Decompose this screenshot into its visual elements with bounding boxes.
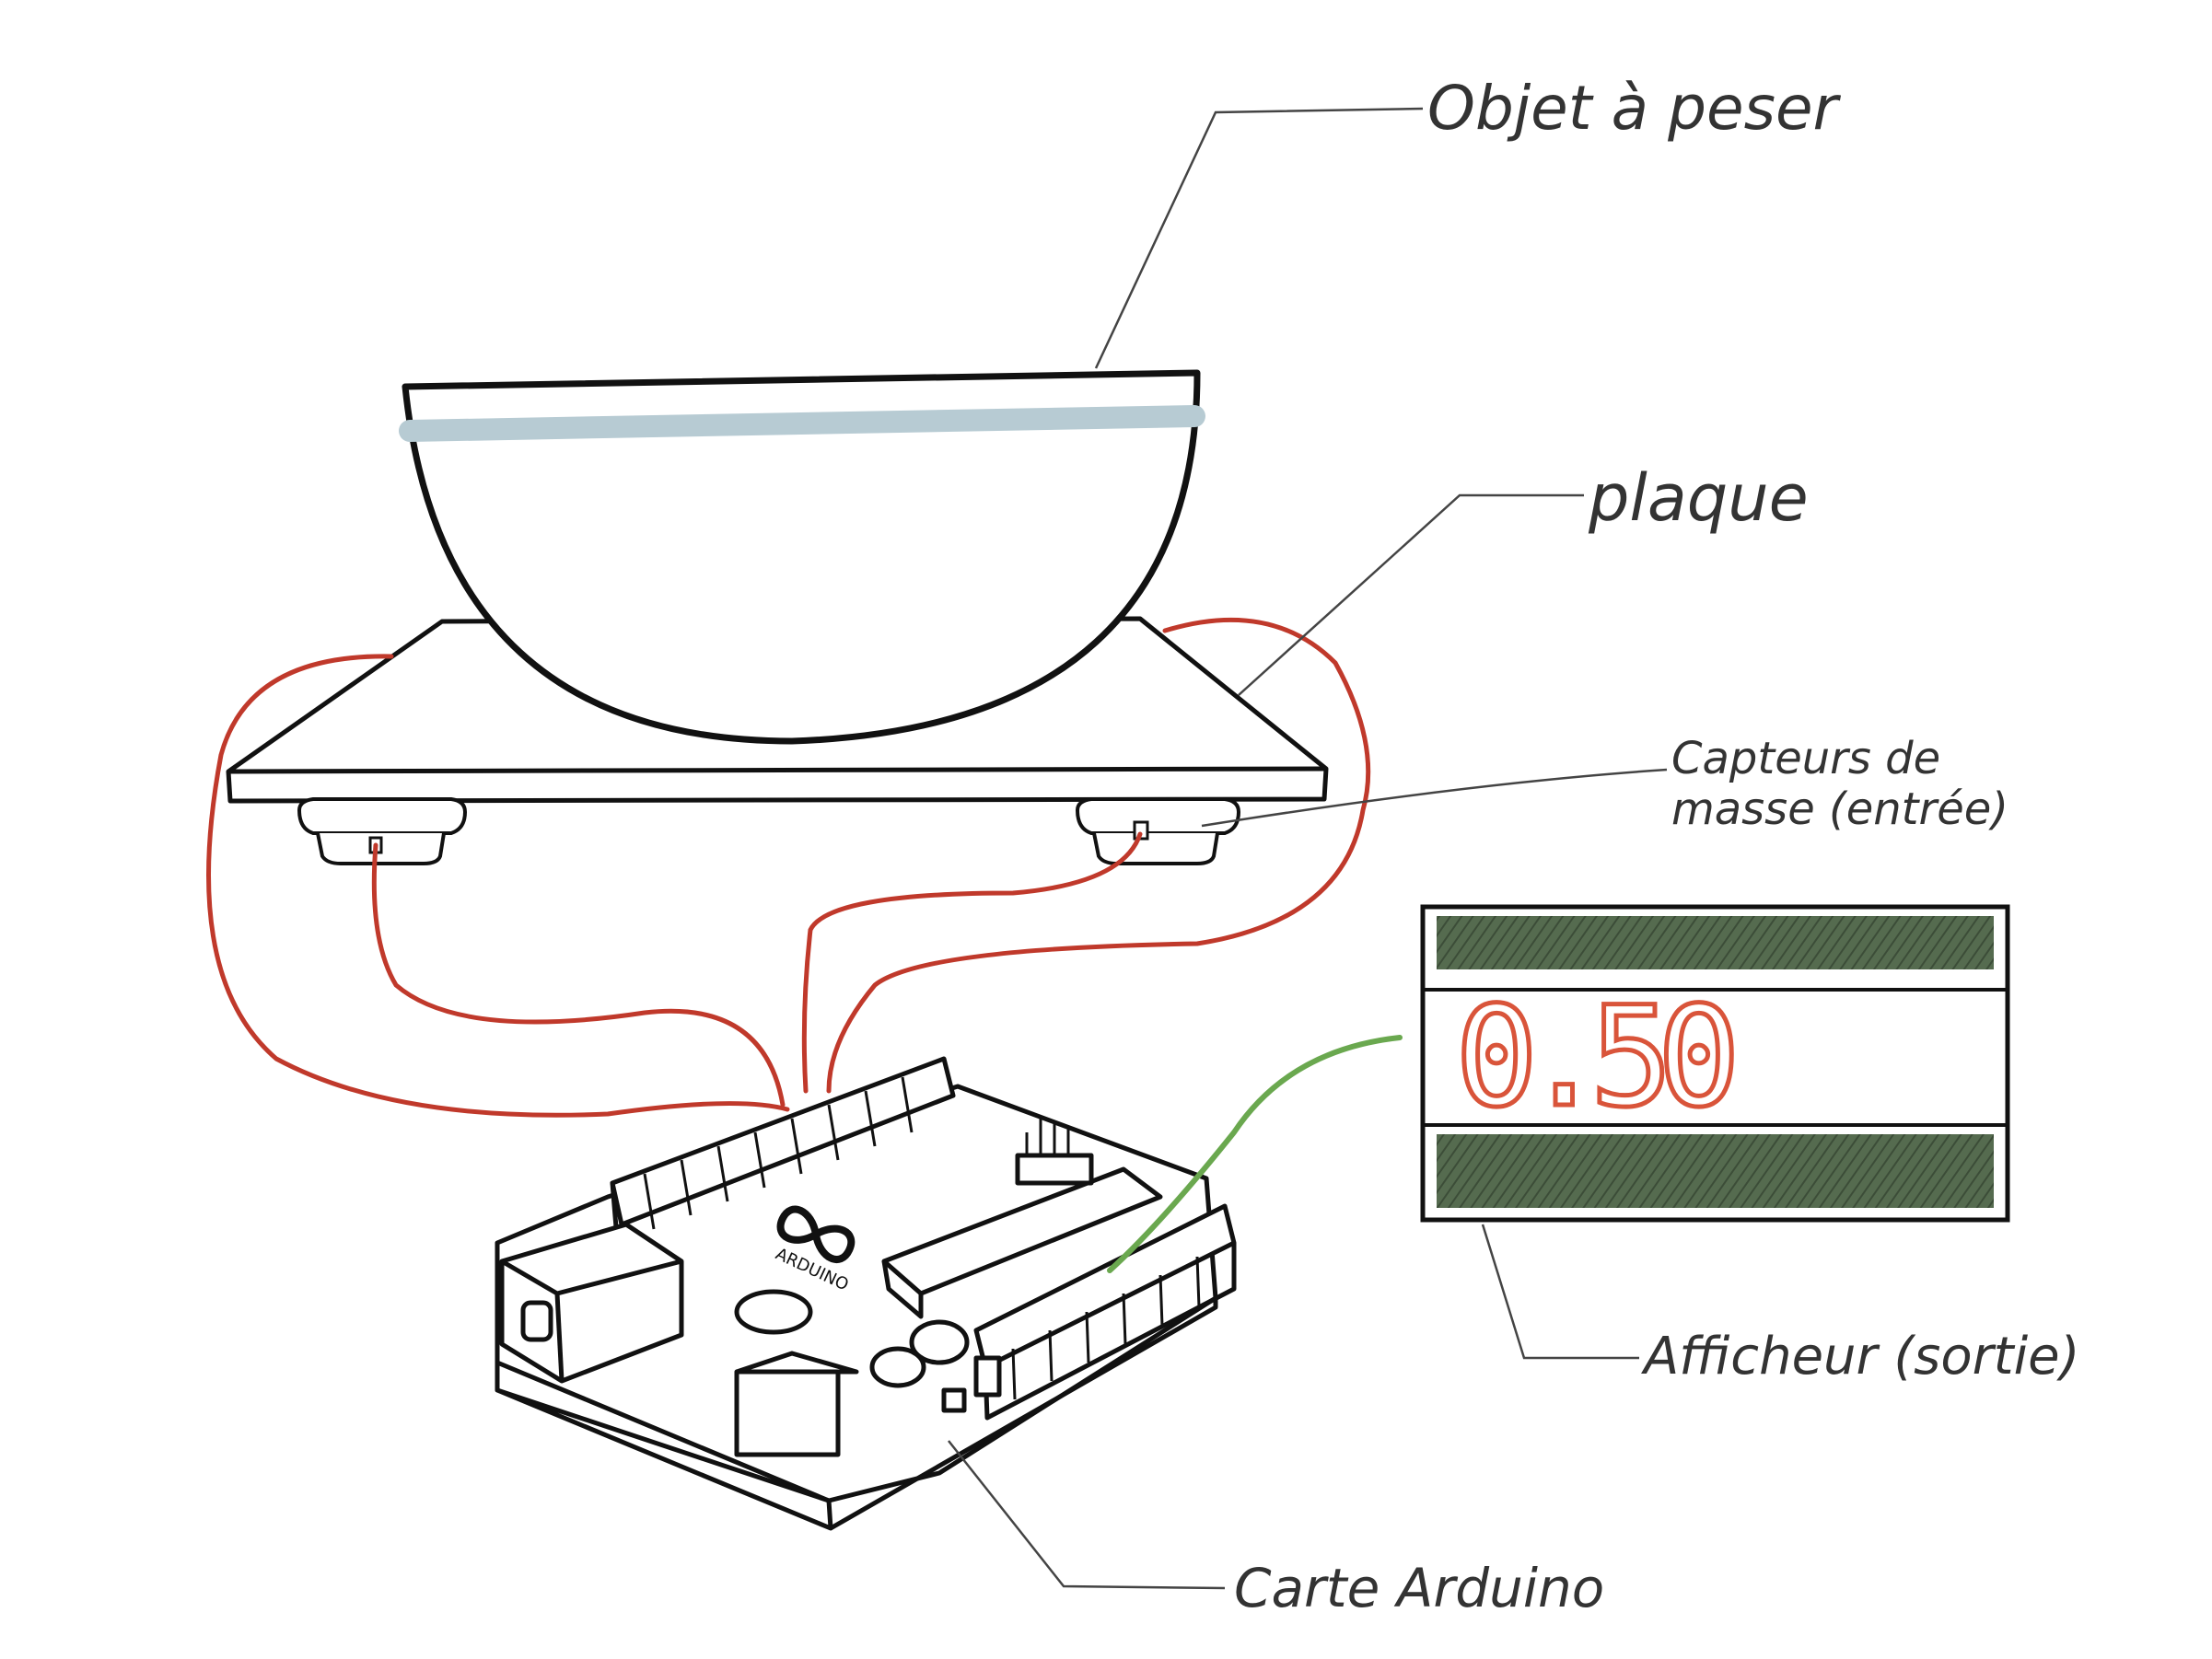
wire-right-sensor: [801, 831, 1143, 1094]
wire-left-sensor: [371, 842, 786, 1108]
display: 0.50: [1420, 904, 2010, 1223]
label-board: Carte Arduino: [1234, 1557, 1604, 1619]
signal-wire: [1107, 1035, 1403, 1273]
mass-sensor-left: [297, 797, 468, 865]
mass-sensor-right: [1075, 797, 1241, 865]
label-plate: plaque: [1588, 460, 1809, 536]
water-band: [399, 405, 1205, 442]
label-sensors-line1: Capteurs de: [1671, 733, 1940, 784]
wire-right-outer: [826, 617, 1371, 1094]
wire-left-outer: [206, 654, 790, 1118]
display-bar-top: [1437, 916, 1994, 969]
display-reading: 0.50: [1455, 978, 1740, 1138]
bowl: [399, 369, 1205, 745]
arduino-board: [495, 1056, 1237, 1531]
display-bar-bottom: [1437, 1134, 1994, 1208]
label-display: Afficheur (sortie): [1641, 1327, 2079, 1386]
label-sensors-line2: masse (entrée): [1671, 783, 2008, 835]
leader-display: [1481, 1224, 1639, 1360]
leader-object: [1094, 107, 1424, 369]
leader-board: [948, 1440, 1226, 1590]
leader-plate: [1238, 493, 1584, 696]
usb-port: [499, 1222, 684, 1384]
label-object: Objet à peser: [1427, 73, 1842, 144]
leader-sensors: [1201, 768, 1668, 828]
sensor-wires: [206, 617, 1371, 1118]
infinity-icon: [776, 1205, 856, 1263]
leader-lines: [948, 107, 1668, 1590]
microcontroller-chip: [881, 1166, 1163, 1296]
